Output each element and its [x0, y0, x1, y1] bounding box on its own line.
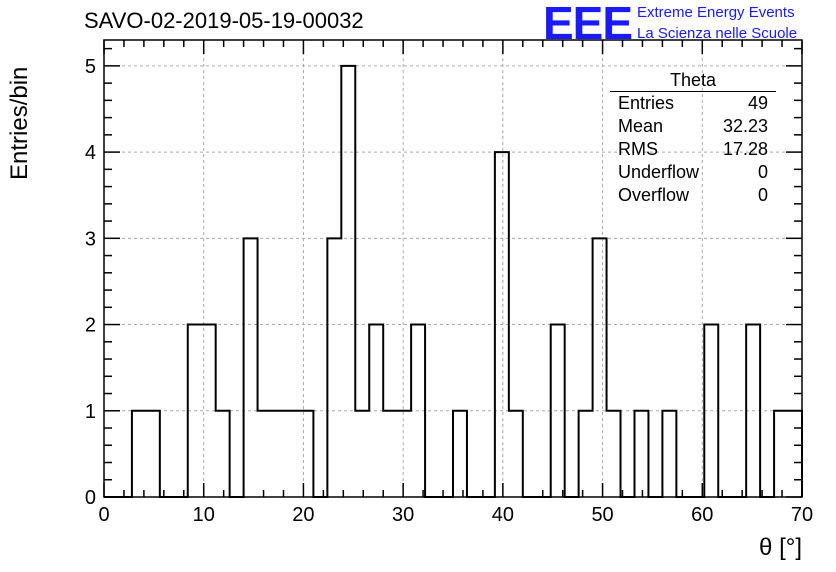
- histogram-bin: [258, 411, 272, 497]
- chart-title: SAVO-02-2019-05-19-00032: [84, 8, 364, 33]
- x-tick-label: 40: [492, 504, 514, 526]
- histogram-bin: [551, 325, 565, 497]
- stats-label: Mean: [618, 116, 664, 136]
- stats-row-entries: Entries 49: [610, 92, 776, 115]
- histogram-bin: [146, 411, 160, 497]
- histogram-bin: [662, 411, 676, 497]
- stats-label: Underflow: [618, 162, 700, 182]
- histogram-bin: [607, 411, 621, 497]
- y-tick-label: 4: [85, 142, 96, 164]
- histogram-bin: [202, 325, 216, 497]
- y-tick-label: 0: [85, 487, 96, 509]
- histogram-bin: [285, 411, 299, 497]
- x-tick-label: 50: [591, 504, 613, 526]
- histogram-bin: [272, 411, 286, 497]
- histogram-bin: [188, 325, 202, 497]
- y-tick-label: 2: [85, 315, 96, 337]
- histogram-bin: [509, 411, 523, 497]
- x-tick-label: 10: [193, 504, 215, 526]
- histogram-bin: [634, 411, 648, 497]
- logo-subtitle-line2: La Scienza nelle Scuole: [637, 25, 798, 42]
- stats-label: Overflow: [618, 185, 690, 205]
- plot-frame: [103, 39, 803, 498]
- stats-row-mean: Mean 32.23: [610, 115, 776, 138]
- logo-subtitle-line1: Extreme Energy Events: [637, 4, 795, 21]
- x-tick-label: 70: [791, 504, 813, 526]
- histogram-bin: [383, 411, 397, 497]
- y-tick-label: 5: [85, 56, 96, 78]
- stats-box: Theta Entries 49 Mean 32.23 RMS 17.28 Under…: [610, 70, 776, 207]
- histogram-bin: [495, 152, 509, 497]
- histogram-bin: [244, 238, 258, 497]
- histogram-bin: [411, 325, 425, 497]
- histogram-bin: [579, 411, 593, 497]
- stats-row-underflow: Underflow 0: [610, 161, 776, 184]
- stats-value: 49: [747, 93, 768, 113]
- stats-row-overflow: Overflow 0: [610, 184, 776, 207]
- eee-logo: EEE: [543, 0, 633, 49]
- stats-title: Theta: [610, 70, 776, 92]
- x-tick-label: 30: [392, 504, 414, 526]
- histogram-bin: [788, 411, 802, 497]
- histogram-bin: [216, 411, 230, 497]
- histogram-bin: [327, 238, 341, 497]
- stats-value: 0: [757, 162, 768, 182]
- histogram-bin: [397, 411, 411, 497]
- stats-label: RMS: [618, 139, 658, 159]
- y-tick-label: 3: [85, 228, 96, 250]
- x-tick-label: 60: [691, 504, 713, 526]
- histogram-bin: [746, 325, 760, 497]
- y-axis-label: Entries/bin: [6, 66, 33, 180]
- y-tick-label: 1: [85, 401, 96, 423]
- stats-label: Entries: [618, 93, 675, 113]
- histogram-bin: [704, 325, 718, 497]
- x-tick-label: 20: [292, 504, 314, 526]
- histogram-bin: [132, 411, 146, 497]
- stats-row-rms: RMS 17.28: [610, 138, 776, 161]
- stats-value: 0: [757, 185, 768, 205]
- histogram-bin: [369, 325, 383, 497]
- histogram-bin: [341, 66, 355, 497]
- histogram-bin: [299, 411, 313, 497]
- x-tick-label: 0: [98, 504, 109, 526]
- histogram-bin: [453, 411, 467, 497]
- histogram-bin: [593, 238, 607, 497]
- histogram-bin: [774, 411, 788, 497]
- stats-value: 32.23: [722, 116, 768, 136]
- histogram-bin: [355, 411, 369, 497]
- x-axis-label: θ [°]: [759, 534, 802, 561]
- stats-value: 17.28: [722, 139, 768, 159]
